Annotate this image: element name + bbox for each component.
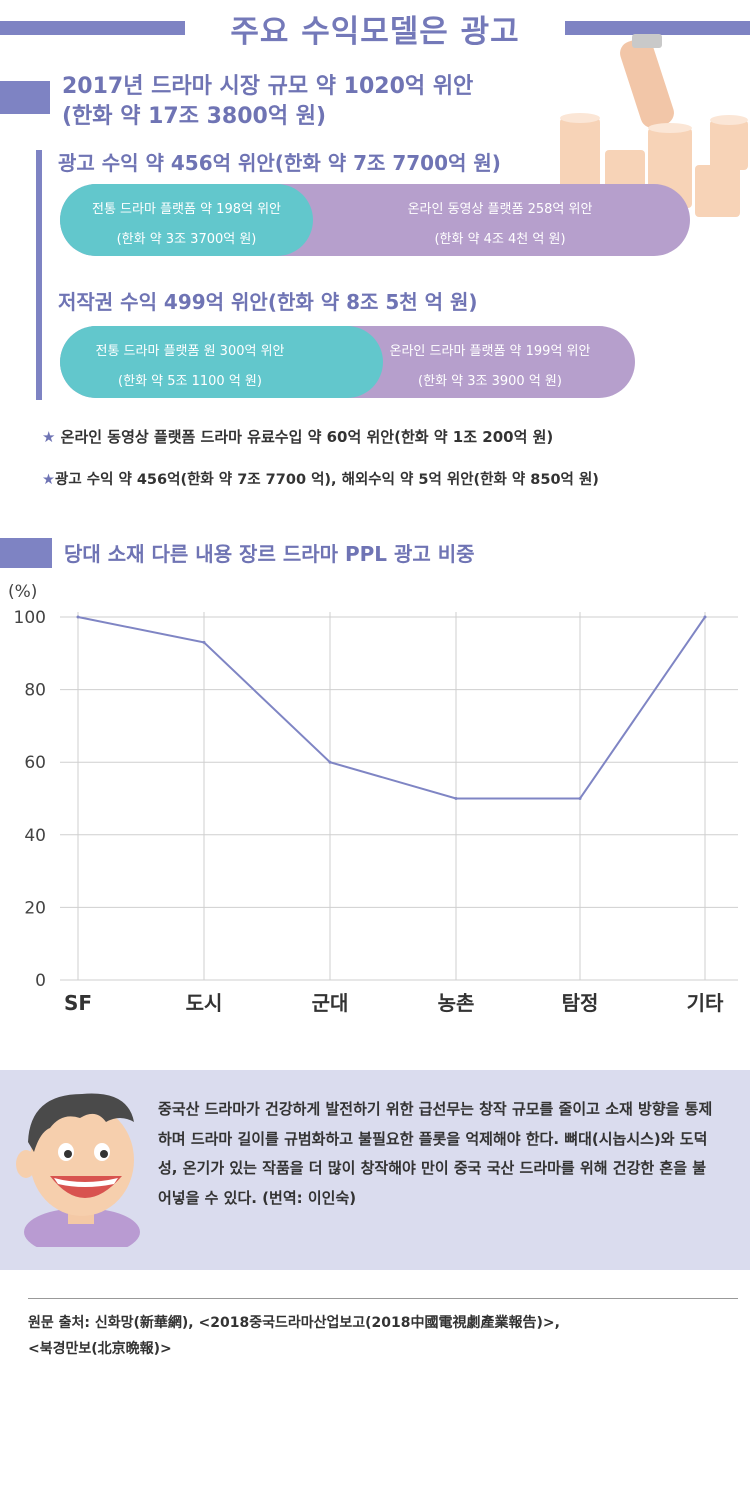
- ad-traditional-value: (한화 약 3조 3700억 원): [116, 232, 257, 247]
- copyright-traditional-label: 전통 드라마 플랫폼 원 300억 위안: [95, 344, 285, 359]
- market-size-line1: 2017년 드라마 시장 규모 약 1020억 위안: [62, 74, 474, 99]
- y-tick-label: 0: [35, 971, 46, 991]
- data-point: [578, 797, 582, 800]
- market-tab-marker: [0, 81, 50, 114]
- chart-y-ticks: 0 20 40 60 80 100: [14, 608, 46, 991]
- ppl-line-chart: (%) 0 20 40 60 80 100 SF 도시 군대 농촌 탐정 기타: [8, 582, 738, 1015]
- series-line: [77, 616, 706, 800]
- y-tick-label: 20: [24, 898, 46, 918]
- y-tick-label: 40: [24, 826, 46, 846]
- data-point: [703, 615, 707, 619]
- ad-traditional-label: 전통 드라마 플랫폼 약 198억 위안: [92, 202, 281, 217]
- x-tick-label: 도시: [186, 991, 223, 1015]
- smiling-boy-illustration: [16, 1093, 140, 1247]
- ad-online-label: 온라인 동영상 플랫폼 258억 위안: [407, 202, 593, 217]
- ppl-chart-title: 당대 소재 다른 내용 장르 드라마 PPL 광고 비중: [64, 542, 475, 566]
- chart-grid: [60, 612, 738, 981]
- ad-online-value: (한화 약 4조 4천 억 원): [434, 232, 566, 247]
- star-icon: ★: [42, 428, 56, 446]
- market-size-line2: (한화 약 17조 3800억 원): [62, 104, 327, 129]
- ad-revenue-heading: 광고 수익 약 456억 위안(한화 약 7조 7700억 원): [58, 151, 501, 175]
- header-bar-right: [565, 21, 750, 35]
- y-tick-label: 60: [24, 753, 46, 773]
- source-citation: 원문 출처: 신화망(新華網), <2018중국드라마산업보고(2018中國電視…: [28, 1310, 738, 1362]
- source-line-2: <북경만보(北京晩報)>: [28, 1341, 172, 1357]
- chart-x-ticks: SF 도시 군대 농촌 탐정 기타: [64, 991, 724, 1015]
- copyright-traditional-pill: [60, 326, 383, 398]
- revenue-vertical-line: [36, 150, 42, 400]
- y-tick-label: 100: [14, 608, 46, 628]
- data-point: [328, 760, 332, 764]
- copyright-heading: 저작권 수익 499억 위안(한화 약 8조 5천 억 원): [58, 290, 478, 314]
- source-line-1: 원문 출처: 신화망(新華網), <2018중국드라마산업보고(2018中國電視…: [28, 1315, 560, 1331]
- y-tick-label: 80: [24, 681, 46, 701]
- copyright-online-value: (한화 약 3조 3900 억 원): [418, 374, 562, 389]
- x-tick-label: 기타: [687, 991, 724, 1015]
- copyright-traditional-value: (한화 약 5조 1100 억 원): [118, 374, 262, 389]
- source-divider: [28, 1298, 738, 1299]
- note-2: ★광고 수익 약 456억(한화 약 7조 7700 억), 해외수익 약 5억…: [42, 472, 599, 488]
- x-tick-label: 농촌: [438, 991, 475, 1015]
- x-tick-label: 군대: [312, 991, 349, 1015]
- copyright-online-label: 온라인 드라마 플랫폼 약 199억 위안: [389, 344, 591, 359]
- data-point: [202, 640, 206, 644]
- note-1: ★ 온라인 동영상 플랫폼 드라마 유료수입 약 60억 위안(한화 약 1조 …: [42, 428, 554, 446]
- quote-text: 중국산 드라마가 건강하게 발전하기 위한 급선무는 창작 규모를 줄이고 소재…: [158, 1100, 713, 1207]
- star-icon: ★: [42, 472, 55, 488]
- data-point: [76, 615, 80, 619]
- x-tick-label: 탐정: [562, 991, 599, 1015]
- header-bar-left: [0, 21, 185, 35]
- y-axis-unit-label: (%): [8, 582, 37, 602]
- chart-series: [76, 615, 707, 800]
- page-title: 주요 수익모델은 광고: [230, 14, 520, 50]
- ad-traditional-pill: [60, 184, 313, 256]
- data-point: [454, 797, 458, 800]
- ppl-tab-marker: [0, 538, 52, 568]
- x-tick-label: SF: [64, 991, 92, 1015]
